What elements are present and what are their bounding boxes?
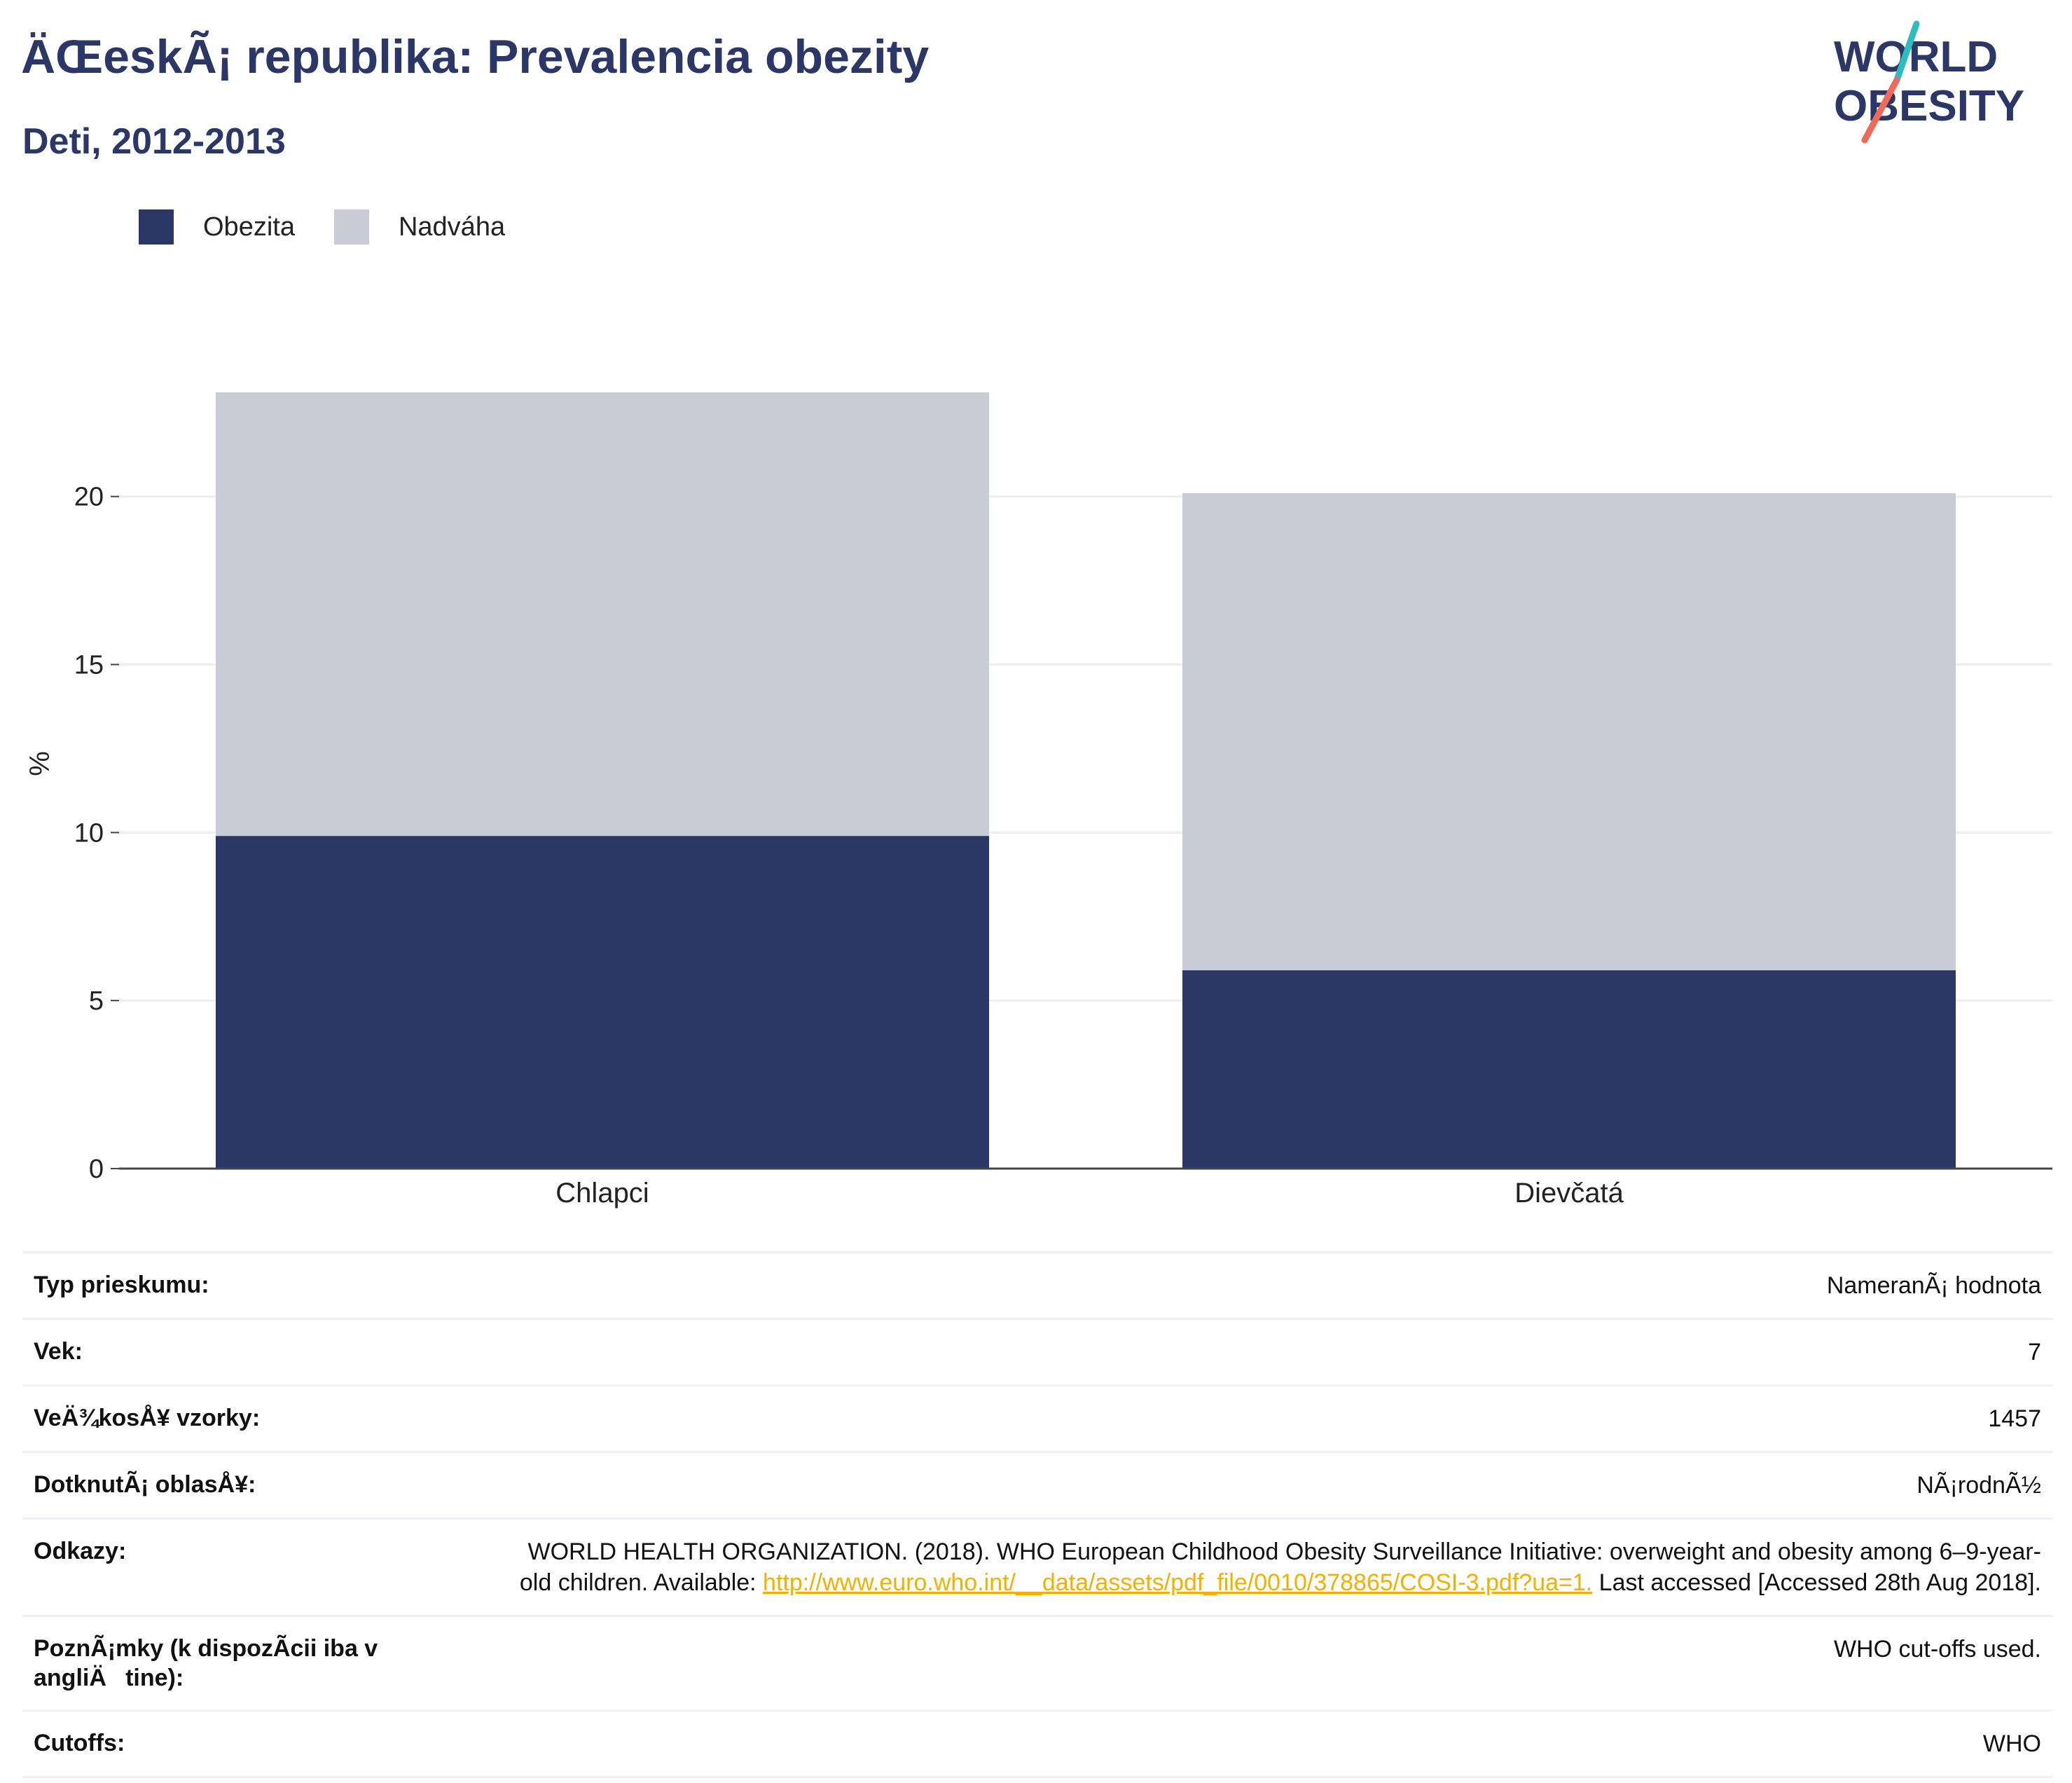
legend-item-nadvaha[interactable]: Nadváha [333,209,506,245]
y-tick-label: 5 [89,986,104,1016]
row-label-survey-type: Typ prieskumu: [34,1272,209,1298]
bars [216,392,1956,1169]
row-label-cutoffs: Cutoffs: [34,1730,125,1756]
bar-obezita-1[interactable] [1182,970,1956,1169]
row-value-sample-size: 1457 [1988,1405,2041,1432]
row-label-notes: PoznÃ¡mky (k dispozÃ­cii iba v angliÄti… [34,1635,378,1691]
table-row: Typ prieskumu: NameranÃ¡ hodnota [22,1251,2052,1318]
chart-subtitle: Deti, 2012-2013 [22,121,286,162]
legend-label-nadvaha: Nadváha [398,212,506,242]
row-value-age: 7 [2028,1339,2041,1365]
x-tick-label: Chlapci [555,1178,649,1209]
row-value-notes: WHO cut-offs used. [1833,1636,2041,1662]
info-table: Typ prieskumu: NameranÃ¡ hodnota Vek: 7 … [22,1251,2052,1778]
bar-nadvaha-0[interactable] [216,392,989,837]
row-label-area: DotknutÃ¡ oblasÅ¥: [34,1471,256,1498]
references-link[interactable]: http://www.euro.who.int/__data/assets/pd… [763,1569,1593,1596]
row-label-references: Odkazy: [34,1538,127,1564]
row-label-age: Vek: [34,1338,83,1365]
row-value-cutoffs: WHO [1982,1730,2041,1757]
row-value-survey-type: NameranÃ¡ hodnota [1826,1272,2041,1299]
y-tick-label: 15 [74,651,104,680]
legend-swatch-nadvaha [333,209,369,245]
logo-text-obesity: OBESITY [1834,82,2024,130]
table-row: DotknutÃ¡ oblasÅ¥: NÃ¡rodnÃ½ [22,1451,2052,1517]
row-label-sample-size: VeÄ¾kosÅ¥ vzorky: [34,1405,261,1431]
row-value-references: WORLD HEALTH ORGANIZATION. (2018). WHO E… [514,1536,2041,1598]
table-row: Odkazy: WORLD HEALTH ORGANIZATION. (2018… [22,1517,2052,1615]
logo-slash-teal [1893,20,1920,83]
logo-text-world: WORLD [1834,33,1998,81]
row-value-area: NÃ¡rodnÃ½ [1916,1472,2041,1499]
y-tick-label: 10 [74,818,104,848]
table-row: Cutoffs: WHO [22,1709,2052,1778]
table-row: Vek: 7 [22,1318,2052,1384]
logo-slash-coral [1861,76,1900,144]
x-tick-label: Dievčatá [1514,1178,1624,1209]
y-tick-label: 20 [74,483,104,512]
legend-swatch-obezita [139,209,174,245]
chart-title: ÄŒeskÃ¡ republika: Prevalencia obezity [21,30,930,83]
stacked-bar-chart: 0 5 10 15 20 Chlapci Dievčatá % [25,392,2052,1209]
references-text-after: Last accessed [Accessed 28th Aug 2018]. [1592,1569,2041,1596]
y-tick-label: 0 [89,1155,104,1184]
legend-label-obezita: Obezita [203,212,295,242]
bar-nadvaha-1[interactable] [1182,493,1956,971]
table-row: VeÄ¾kosÅ¥ vzorky: 1457 [22,1384,2052,1451]
chart-legend: Obezita Nadváha [139,207,544,247]
bar-obezita-0[interactable] [216,836,989,1169]
world-obesity-logo: WORLD OBESITY [1834,20,2024,144]
y-axis-label: % [25,751,55,776]
legend-item-obezita[interactable]: Obezita [139,209,295,245]
references-text-before: WORLD HEALTH ORGANIZATION. (2018). WHO E… [519,1538,2041,1596]
axes: 0 5 10 15 20 Chlapci Dievčatá [74,483,2052,1209]
table-row: PoznÃ¡mky (k dispozÃ­cii iba v angliÄti… [22,1615,2052,1709]
